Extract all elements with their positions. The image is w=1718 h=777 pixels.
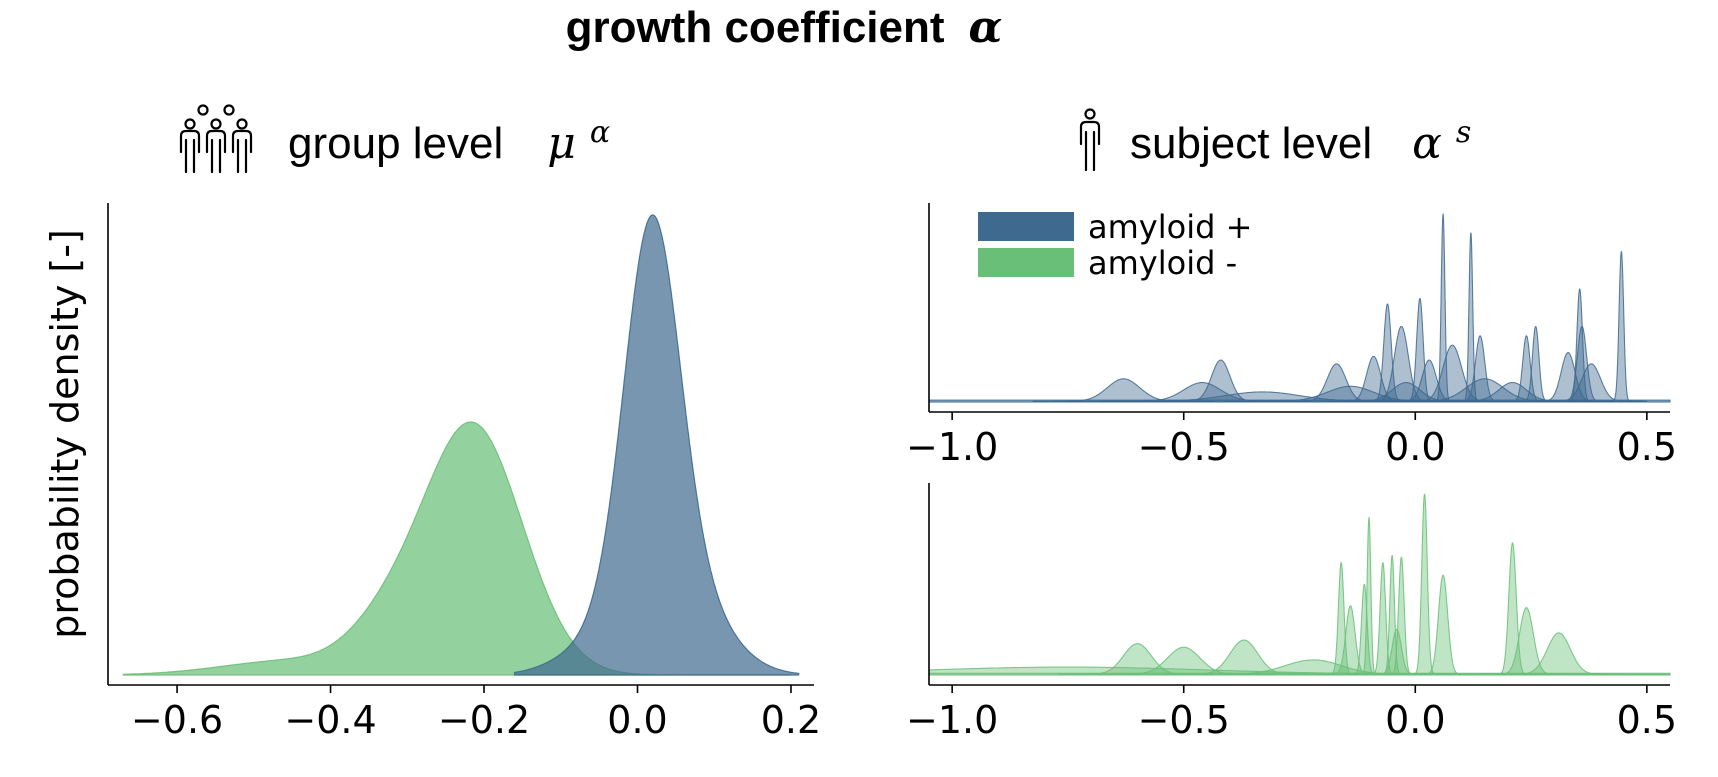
subject-density-baseline	[928, 672, 1671, 676]
subject-density-baseline	[928, 399, 1671, 403]
subject-level-amyloid-positive-plot: −1.0 −0.5 0.0 0.5	[906, 203, 1677, 469]
group-level-heading: group level μ α	[288, 115, 610, 169]
x-tick-label: −0.6	[131, 698, 223, 742]
x-tick-label: −0.5	[1138, 425, 1230, 469]
x-tick-label: 0.5	[1617, 425, 1677, 469]
x-tick-label: 0.0	[1385, 425, 1445, 469]
group-level-heading-superscript: α	[590, 115, 610, 150]
x-tick-label: −0.5	[1138, 698, 1230, 742]
legend-swatch-amyloid-negative	[978, 248, 1074, 277]
group-level-heading-text: group level	[288, 119, 503, 168]
subject-level-heading-superscript: s	[1456, 115, 1471, 150]
x-tick-label: 0.5	[1617, 698, 1677, 742]
figure-title-text: growth coefficient	[566, 3, 945, 52]
subject-density-area	[1535, 363, 1648, 403]
person-icon	[1079, 108, 1101, 172]
x-tick-label: 0.0	[607, 698, 667, 742]
subject-density-area	[1599, 251, 1643, 403]
x-tick-label: −0.2	[438, 698, 530, 742]
subject-level-heading-symbol: α	[1412, 118, 1442, 169]
subject-level-heading: subject level α s	[1130, 115, 1471, 169]
x-tick-label: 0.0	[1385, 698, 1445, 742]
people-group-icon	[179, 104, 253, 174]
x-tick-label: 0.2	[761, 698, 821, 742]
legend: amyloid + amyloid -	[978, 208, 1252, 282]
figure-title-symbol: α	[969, 2, 1003, 53]
subject-level-amyloid-negative-plot: −1.0 −0.5 0.0 0.5	[906, 483, 1677, 742]
x-tick-label: −1.0	[906, 698, 998, 742]
density-area-amyloid-positive	[514, 214, 800, 676]
figure-title: growth coefficient α	[566, 2, 1003, 53]
group-level-heading-symbol: μ	[547, 118, 576, 169]
group-level-plot: −0.6 −0.4 −0.2 0.0 0.2	[107, 203, 821, 742]
subject-level-heading-text: subject level	[1130, 119, 1372, 168]
legend-swatch-amyloid-positive	[978, 212, 1074, 241]
legend-label-amyloid-negative: amyloid -	[1088, 244, 1237, 282]
legend-label-amyloid-positive: amyloid +	[1088, 208, 1252, 246]
x-tick-label: −0.4	[284, 698, 376, 742]
y-axis-label: probability density [-]	[43, 229, 87, 639]
x-tick-label: −1.0	[906, 425, 998, 469]
